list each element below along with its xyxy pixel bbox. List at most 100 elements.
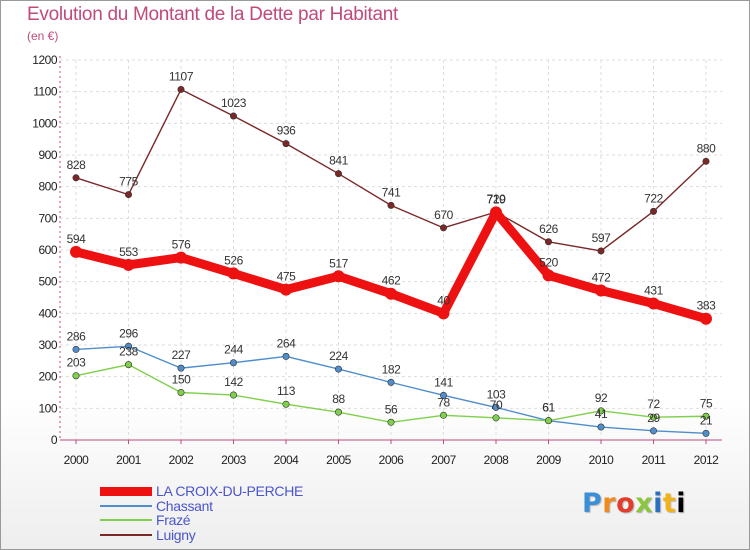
- data-point: [597, 247, 605, 255]
- x-tick-label: 2008: [484, 453, 510, 467]
- y-tick-label: 600: [38, 243, 57, 257]
- data-label: 40: [437, 293, 450, 307]
- x-tick-label: 2011: [642, 453, 667, 467]
- chart-title: Evolution du Montant de la Dette par Hab…: [27, 4, 398, 25]
- data-label: 383: [697, 299, 717, 313]
- logo-letter: i: [676, 488, 687, 519]
- data-point: [280, 283, 292, 296]
- data-point: [282, 352, 290, 360]
- y-tick-label: 900: [38, 148, 57, 162]
- x-tick-label: 2000: [64, 453, 90, 467]
- y-tick-label: 200: [38, 370, 57, 384]
- axes: 0 100 200 300 400 500 600 700 800 900 1000 1100 1200…: [32, 53, 722, 467]
- data-label: 75: [700, 396, 713, 410]
- data-point: [647, 297, 660, 310]
- data-point: [387, 378, 395, 386]
- x-tick-label: 2001: [116, 453, 142, 467]
- x-tick-label: 2003: [221, 453, 247, 467]
- y-tick-label: 0: [51, 433, 58, 447]
- data-label: 150: [172, 373, 192, 387]
- data-point: [125, 342, 133, 350]
- y-tick-label: 400: [38, 306, 57, 320]
- chart-subtitle: (en €): [27, 29, 59, 43]
- legend-swatch: [100, 519, 152, 522]
- data-label: 517: [329, 256, 349, 270]
- data-label: 576: [172, 238, 192, 252]
- data-point: [125, 361, 133, 369]
- legend-label: Chassant: [156, 497, 213, 514]
- data-point: [125, 191, 133, 199]
- data-label: 741: [382, 185, 402, 199]
- x-tick-label: 2009: [536, 453, 562, 467]
- data-label: 141: [434, 375, 454, 389]
- data-label: 224: [329, 349, 349, 363]
- y-tick-label: 800: [38, 180, 57, 194]
- data-point: [492, 414, 500, 422]
- data-label: 72: [647, 397, 660, 411]
- data-label: 244: [224, 343, 244, 357]
- data-label: 526: [224, 253, 244, 267]
- data-label: 61: [542, 401, 555, 415]
- data-label: 475: [277, 270, 297, 284]
- data-label: 227: [172, 348, 192, 362]
- data-point: [542, 269, 555, 282]
- legend-swatch: [100, 533, 152, 536]
- data-point: [282, 400, 290, 408]
- data-point: [544, 417, 552, 425]
- data-label: 720: [487, 192, 507, 206]
- data-label: 462: [382, 274, 402, 288]
- data-label: 775: [119, 175, 139, 189]
- proxiti-logo: Proxiti: [582, 488, 686, 519]
- data-point: [544, 238, 552, 246]
- data-label: 103: [487, 387, 507, 401]
- x-tick-label: 2005: [326, 453, 352, 467]
- data-label: 78: [437, 395, 450, 409]
- y-tick-label: 1200: [32, 53, 58, 67]
- data-label: 880: [697, 141, 717, 155]
- legend-swatch: [100, 486, 152, 496]
- y-tick-label: 500: [38, 275, 57, 289]
- logo-letter: o: [616, 488, 636, 519]
- data-point: [175, 251, 187, 264]
- data-point: [700, 312, 712, 325]
- data-label: 70: [490, 398, 503, 412]
- data-point: [387, 201, 395, 209]
- data-point: [177, 388, 185, 396]
- data-label: 1107: [169, 69, 194, 83]
- logo-letter: r: [602, 488, 617, 519]
- data-point: [595, 284, 607, 297]
- x-tick-label: 2007: [431, 453, 457, 467]
- data-label: 828: [67, 158, 87, 172]
- data-label: 29: [647, 411, 660, 425]
- data-point: [702, 412, 710, 420]
- legend-label: Frazé: [156, 512, 191, 528]
- data-point: [230, 112, 238, 120]
- data-point: [439, 391, 447, 399]
- data-label: 719: [487, 192, 507, 206]
- data-label: 431: [644, 284, 664, 298]
- legend-swatch: [100, 504, 152, 507]
- y-tick-label: 100: [38, 401, 57, 415]
- legend-label: Luigny: [156, 526, 196, 543]
- data-point: [702, 429, 710, 437]
- logo-letter: t: [662, 488, 677, 519]
- data-label: 597: [592, 231, 612, 245]
- data-point: [177, 364, 185, 372]
- data-label: 238: [119, 345, 139, 359]
- data-point: [230, 359, 238, 367]
- data-point: [282, 140, 290, 148]
- data-point: [597, 423, 605, 431]
- logo-letter: P: [582, 488, 603, 519]
- data-point: [334, 408, 342, 416]
- data-label: 841: [329, 154, 349, 168]
- data-point: [332, 270, 345, 283]
- data-label: 21: [700, 413, 713, 427]
- data-label: 296: [119, 326, 139, 340]
- data-labels: 594 553 576 526 475 517 462 40 719 520 472 431 383 28…: [67, 69, 717, 427]
- data-point: [177, 85, 185, 93]
- data-label: 472: [592, 271, 612, 285]
- data-point: [227, 267, 240, 280]
- y-tick-label: 1000: [32, 116, 58, 130]
- data-label: 722: [644, 191, 664, 205]
- data-label: 56: [385, 402, 398, 416]
